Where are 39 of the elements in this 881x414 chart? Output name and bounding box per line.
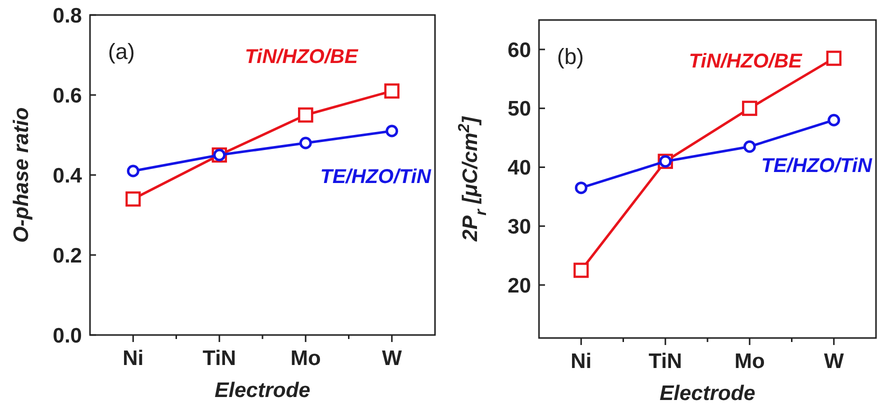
y-tick-label: 0.8: [52, 4, 82, 28]
point: [386, 124, 398, 138]
series-label: TE/HZO/TiN: [320, 166, 432, 188]
x-axis-title: Electrode: [214, 379, 311, 402]
series-label: TiN/HZO/BE: [688, 50, 803, 73]
point: [743, 140, 756, 153]
point: [574, 182, 588, 194]
point: [574, 262, 589, 278]
point: [126, 191, 141, 207]
x-tick-label: Mo: [290, 347, 321, 370]
x-axis-title: Electrode: [660, 382, 756, 405]
y-tick-label: 50: [508, 98, 531, 121]
x-tick-label: TiN: [648, 350, 682, 373]
y-tick-label: 60: [508, 38, 531, 62]
y-tick-label: 30: [508, 215, 531, 238]
y-tick-label: 0.6: [52, 84, 82, 108]
point: [298, 107, 314, 123]
x-tick-label: Ni: [570, 350, 592, 373]
y-tick-label: 0.4: [52, 164, 82, 188]
y-tick-label: 0.0: [52, 324, 82, 348]
x-tick-label: TiN: [202, 347, 236, 370]
series-label: TiN/HZO/BE: [244, 46, 358, 68]
x-tick-label: Ni: [122, 347, 144, 370]
y-tick-label: 20: [508, 274, 531, 298]
y-axis-title: O-phase ratio: [10, 107, 33, 243]
y-tick-label: 0.2: [52, 244, 82, 268]
point: [126, 164, 140, 178]
annotation: (b): [557, 44, 584, 69]
point: [299, 136, 312, 150]
annotation: (a): [108, 39, 135, 64]
point: [826, 50, 842, 66]
x-tick-label: W: [824, 350, 844, 373]
y-tick-label: 40: [508, 156, 531, 180]
x-tick-label: Mo: [734, 350, 765, 373]
point: [742, 100, 758, 116]
point: [384, 83, 400, 99]
x-tick-label: W: [382, 347, 402, 370]
point: [828, 114, 840, 126]
series-label: TE/HZO/TiN: [761, 155, 873, 178]
